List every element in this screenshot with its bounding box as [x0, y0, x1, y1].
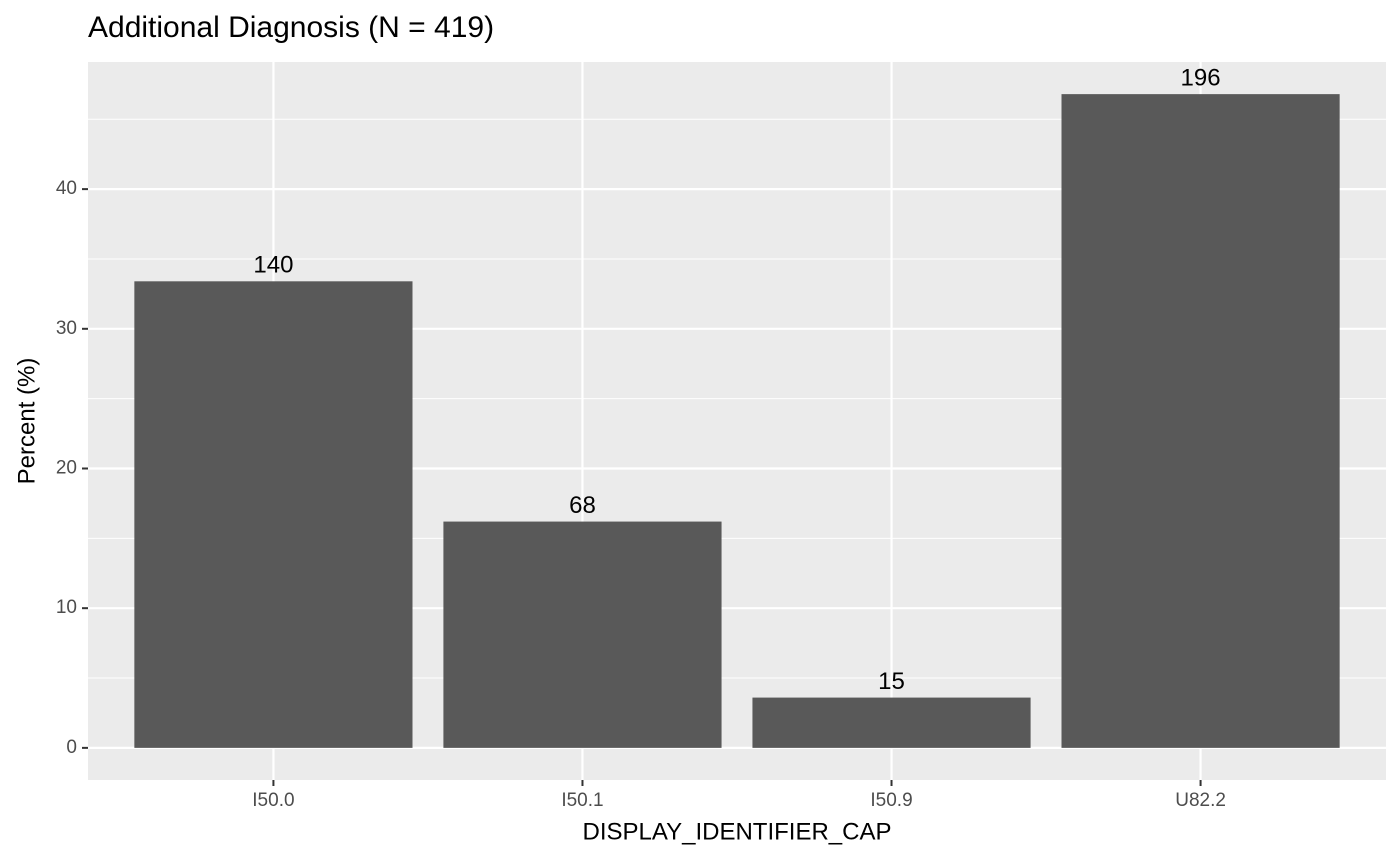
- bar: [443, 521, 722, 748]
- value-label: 196: [1181, 64, 1221, 91]
- bar: [752, 697, 1031, 748]
- bar: [1061, 94, 1340, 748]
- x-tick-label: I50.1: [561, 790, 603, 811]
- x-tick-label: I50.0: [252, 790, 294, 811]
- x-tick-label: I50.9: [870, 790, 912, 811]
- bar: [134, 281, 413, 748]
- chart-title: Additional Diagnosis (N = 419): [88, 11, 494, 44]
- y-tick-label: 0: [66, 737, 77, 758]
- value-label: 140: [253, 252, 293, 279]
- value-label: 15: [878, 668, 905, 695]
- y-axis-title: Percent (%): [13, 358, 40, 485]
- value-label: 68: [569, 492, 596, 519]
- y-tick-label: 10: [56, 597, 77, 618]
- y-tick-label: 20: [56, 458, 77, 479]
- y-tick-label: 40: [56, 178, 77, 199]
- x-tick-label: U82.2: [1175, 790, 1226, 811]
- x-axis-title: DISPLAY_IDENTIFIER_CAP: [583, 818, 892, 845]
- y-tick-label: 30: [56, 318, 77, 339]
